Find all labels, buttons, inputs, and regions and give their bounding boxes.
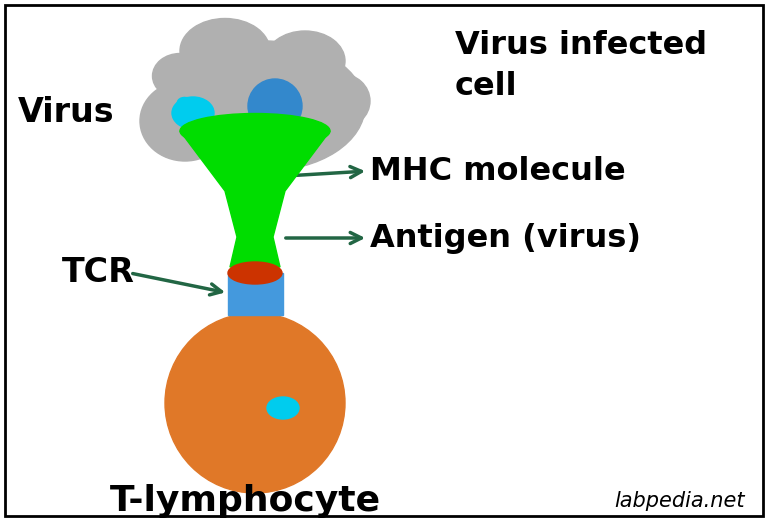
Ellipse shape (228, 262, 282, 284)
Polygon shape (180, 131, 330, 267)
Ellipse shape (310, 73, 370, 129)
Ellipse shape (180, 114, 330, 148)
Circle shape (248, 79, 302, 133)
Circle shape (165, 313, 345, 493)
Ellipse shape (172, 97, 214, 129)
Bar (228, 273, 283, 315)
Ellipse shape (140, 81, 230, 161)
Text: labpedia.net: labpedia.net (614, 491, 745, 511)
Text: Virus infected
cell: Virus infected cell (455, 30, 707, 102)
Text: Virus: Virus (18, 96, 114, 130)
Ellipse shape (177, 97, 199, 113)
Ellipse shape (180, 19, 270, 83)
Text: TCR: TCR (62, 256, 135, 290)
Ellipse shape (165, 41, 365, 171)
Text: Antigen (virus): Antigen (virus) (370, 222, 641, 254)
Ellipse shape (267, 397, 299, 419)
Ellipse shape (265, 31, 345, 91)
Ellipse shape (185, 107, 211, 129)
Text: T-lymphocyte: T-lymphocyte (109, 484, 381, 518)
Ellipse shape (153, 54, 207, 98)
Text: MHC molecule: MHC molecule (370, 155, 626, 187)
